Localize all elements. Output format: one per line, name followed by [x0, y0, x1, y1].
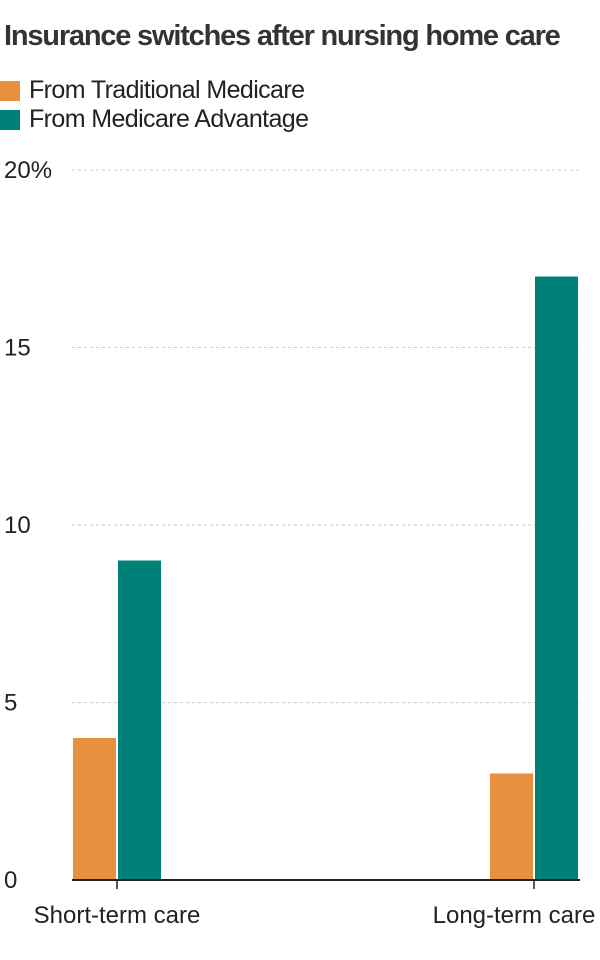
bar-traditional-medicare-long-term [490, 773, 533, 880]
legend-item-traditional-medicare: From Traditional Medicare [0, 76, 308, 105]
chart-title: Insurance switches after nursing home ca… [4, 20, 561, 52]
x-axis: Short-term care Long-term care [34, 880, 596, 929]
legend-swatch-medicare-advantage [0, 109, 20, 130]
legend-swatch-traditional-medicare [0, 80, 20, 101]
y-tick-label: 10 [4, 512, 31, 539]
legend-label-traditional-medicare: From Traditional Medicare [29, 76, 305, 104]
y-tick-label: 15 [4, 335, 31, 362]
y-axis-labels: 0 5 10 15 20% [4, 157, 52, 894]
y-tick-label: 20% [4, 157, 52, 184]
bar-medicare-advantage-long-term [535, 276, 578, 880]
legend: From Traditional Medicare From Medicare … [0, 76, 309, 134]
bar-medicare-advantage-short-term [118, 560, 161, 880]
bars [73, 276, 578, 880]
x-tick-label: Short-term care [34, 902, 201, 929]
y-tick-label: 0 [4, 867, 17, 894]
y-tick-label: 5 [4, 690, 17, 717]
x-tick-label: Long-term care [433, 902, 596, 929]
bar-traditional-medicare-short-term [73, 738, 116, 880]
legend-label-medicare-advantage: From Medicare Advantage [29, 105, 309, 133]
legend-item-medicare-advantage: From Medicare Advantage [0, 105, 309, 134]
